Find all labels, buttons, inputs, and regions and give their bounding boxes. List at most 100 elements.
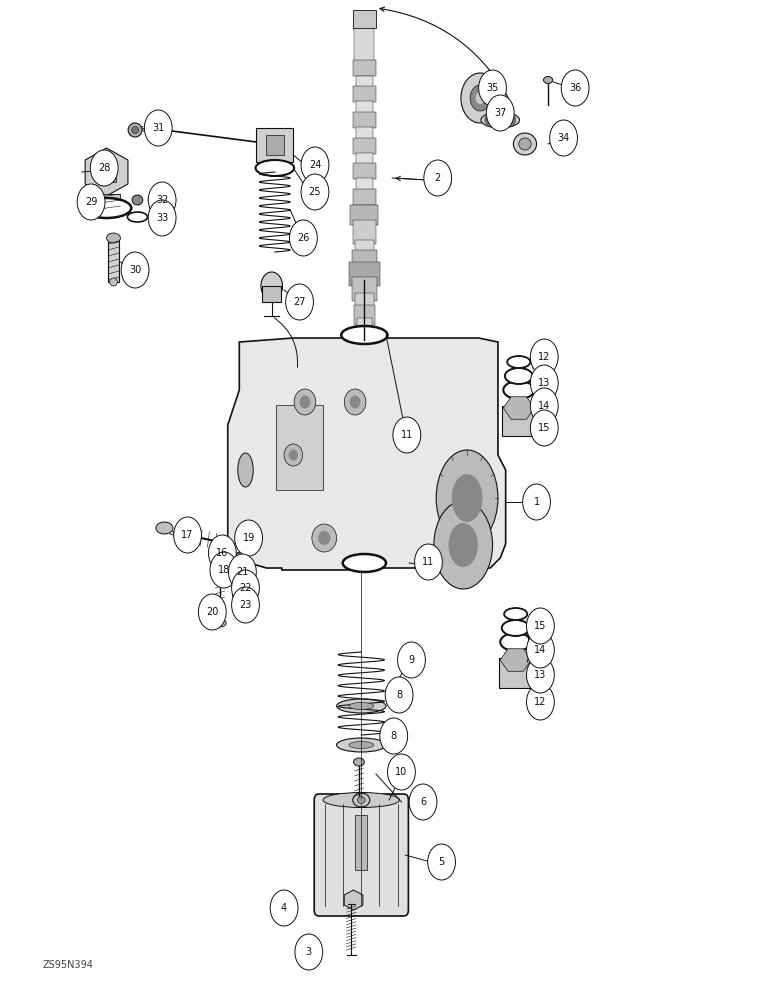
Text: 2: 2: [435, 173, 441, 183]
Ellipse shape: [481, 112, 520, 128]
Circle shape: [229, 554, 256, 590]
FancyBboxPatch shape: [353, 112, 376, 128]
Ellipse shape: [232, 578, 243, 586]
Circle shape: [527, 657, 554, 693]
Ellipse shape: [312, 524, 337, 552]
Circle shape: [485, 115, 493, 125]
FancyBboxPatch shape: [353, 138, 376, 154]
Text: 10: 10: [395, 767, 408, 777]
Circle shape: [301, 174, 329, 210]
Text: 14: 14: [534, 645, 547, 655]
Ellipse shape: [289, 450, 298, 460]
Ellipse shape: [156, 522, 173, 534]
Polygon shape: [344, 890, 363, 910]
Ellipse shape: [349, 702, 374, 710]
Circle shape: [486, 95, 514, 131]
Ellipse shape: [212, 546, 228, 558]
Ellipse shape: [232, 543, 244, 553]
Text: 37: 37: [494, 108, 506, 118]
Ellipse shape: [491, 116, 510, 124]
FancyBboxPatch shape: [256, 128, 293, 162]
Circle shape: [290, 220, 317, 256]
Circle shape: [208, 535, 236, 571]
FancyBboxPatch shape: [356, 76, 373, 88]
Ellipse shape: [261, 272, 283, 300]
Circle shape: [527, 684, 554, 720]
Ellipse shape: [238, 453, 253, 487]
Circle shape: [295, 934, 323, 970]
Text: 11: 11: [422, 557, 435, 567]
FancyBboxPatch shape: [355, 815, 367, 870]
Ellipse shape: [318, 531, 330, 545]
FancyBboxPatch shape: [353, 10, 376, 28]
Ellipse shape: [505, 368, 533, 384]
FancyBboxPatch shape: [355, 240, 374, 256]
Ellipse shape: [215, 561, 230, 571]
Circle shape: [121, 252, 149, 288]
FancyBboxPatch shape: [93, 194, 120, 212]
Ellipse shape: [449, 523, 478, 567]
Circle shape: [393, 417, 421, 453]
Ellipse shape: [232, 591, 243, 599]
Text: ZS95N394: ZS95N394: [42, 960, 93, 970]
Circle shape: [470, 85, 490, 111]
Text: 34: 34: [557, 133, 570, 143]
Text: 20: 20: [206, 607, 218, 617]
Circle shape: [301, 147, 329, 183]
FancyBboxPatch shape: [355, 293, 374, 311]
Circle shape: [527, 632, 554, 668]
Circle shape: [232, 587, 259, 623]
Text: 35: 35: [486, 83, 499, 93]
Circle shape: [210, 552, 238, 588]
Circle shape: [561, 70, 589, 106]
Circle shape: [286, 284, 313, 320]
Text: 8: 8: [391, 731, 397, 741]
Circle shape: [90, 150, 118, 186]
Circle shape: [409, 784, 437, 820]
Text: 21: 21: [236, 567, 249, 577]
FancyBboxPatch shape: [353, 189, 376, 205]
Text: 9: 9: [408, 655, 415, 665]
Ellipse shape: [436, 450, 498, 546]
FancyBboxPatch shape: [352, 277, 377, 301]
Text: 16: 16: [216, 548, 229, 558]
Ellipse shape: [341, 326, 388, 344]
Circle shape: [461, 73, 499, 123]
Circle shape: [77, 184, 105, 220]
FancyBboxPatch shape: [502, 406, 536, 436]
Circle shape: [530, 365, 558, 401]
Text: 19: 19: [242, 533, 255, 543]
Circle shape: [148, 200, 176, 236]
Text: 3: 3: [306, 947, 312, 957]
Circle shape: [530, 388, 558, 424]
Ellipse shape: [110, 278, 117, 286]
Ellipse shape: [127, 212, 147, 222]
FancyBboxPatch shape: [356, 178, 373, 190]
Text: 30: 30: [129, 265, 141, 275]
Ellipse shape: [294, 389, 316, 415]
Ellipse shape: [82, 198, 131, 218]
FancyBboxPatch shape: [108, 240, 119, 282]
Circle shape: [385, 677, 413, 713]
Circle shape: [198, 594, 226, 630]
Polygon shape: [503, 397, 534, 419]
Text: 22: 22: [239, 583, 252, 593]
Ellipse shape: [350, 395, 361, 408]
FancyBboxPatch shape: [350, 205, 378, 225]
Circle shape: [508, 115, 516, 125]
Text: 12: 12: [534, 697, 547, 707]
Text: 27: 27: [293, 297, 306, 307]
Text: 4: 4: [281, 903, 287, 913]
Ellipse shape: [513, 133, 537, 155]
Text: 11: 11: [401, 430, 413, 440]
Circle shape: [380, 718, 408, 754]
Text: 23: 23: [239, 600, 252, 610]
Text: 28: 28: [98, 163, 110, 173]
Circle shape: [174, 517, 201, 553]
Circle shape: [428, 844, 455, 880]
FancyBboxPatch shape: [353, 60, 376, 76]
Ellipse shape: [354, 758, 364, 766]
Circle shape: [415, 544, 442, 580]
Circle shape: [398, 642, 425, 678]
Ellipse shape: [337, 738, 386, 752]
